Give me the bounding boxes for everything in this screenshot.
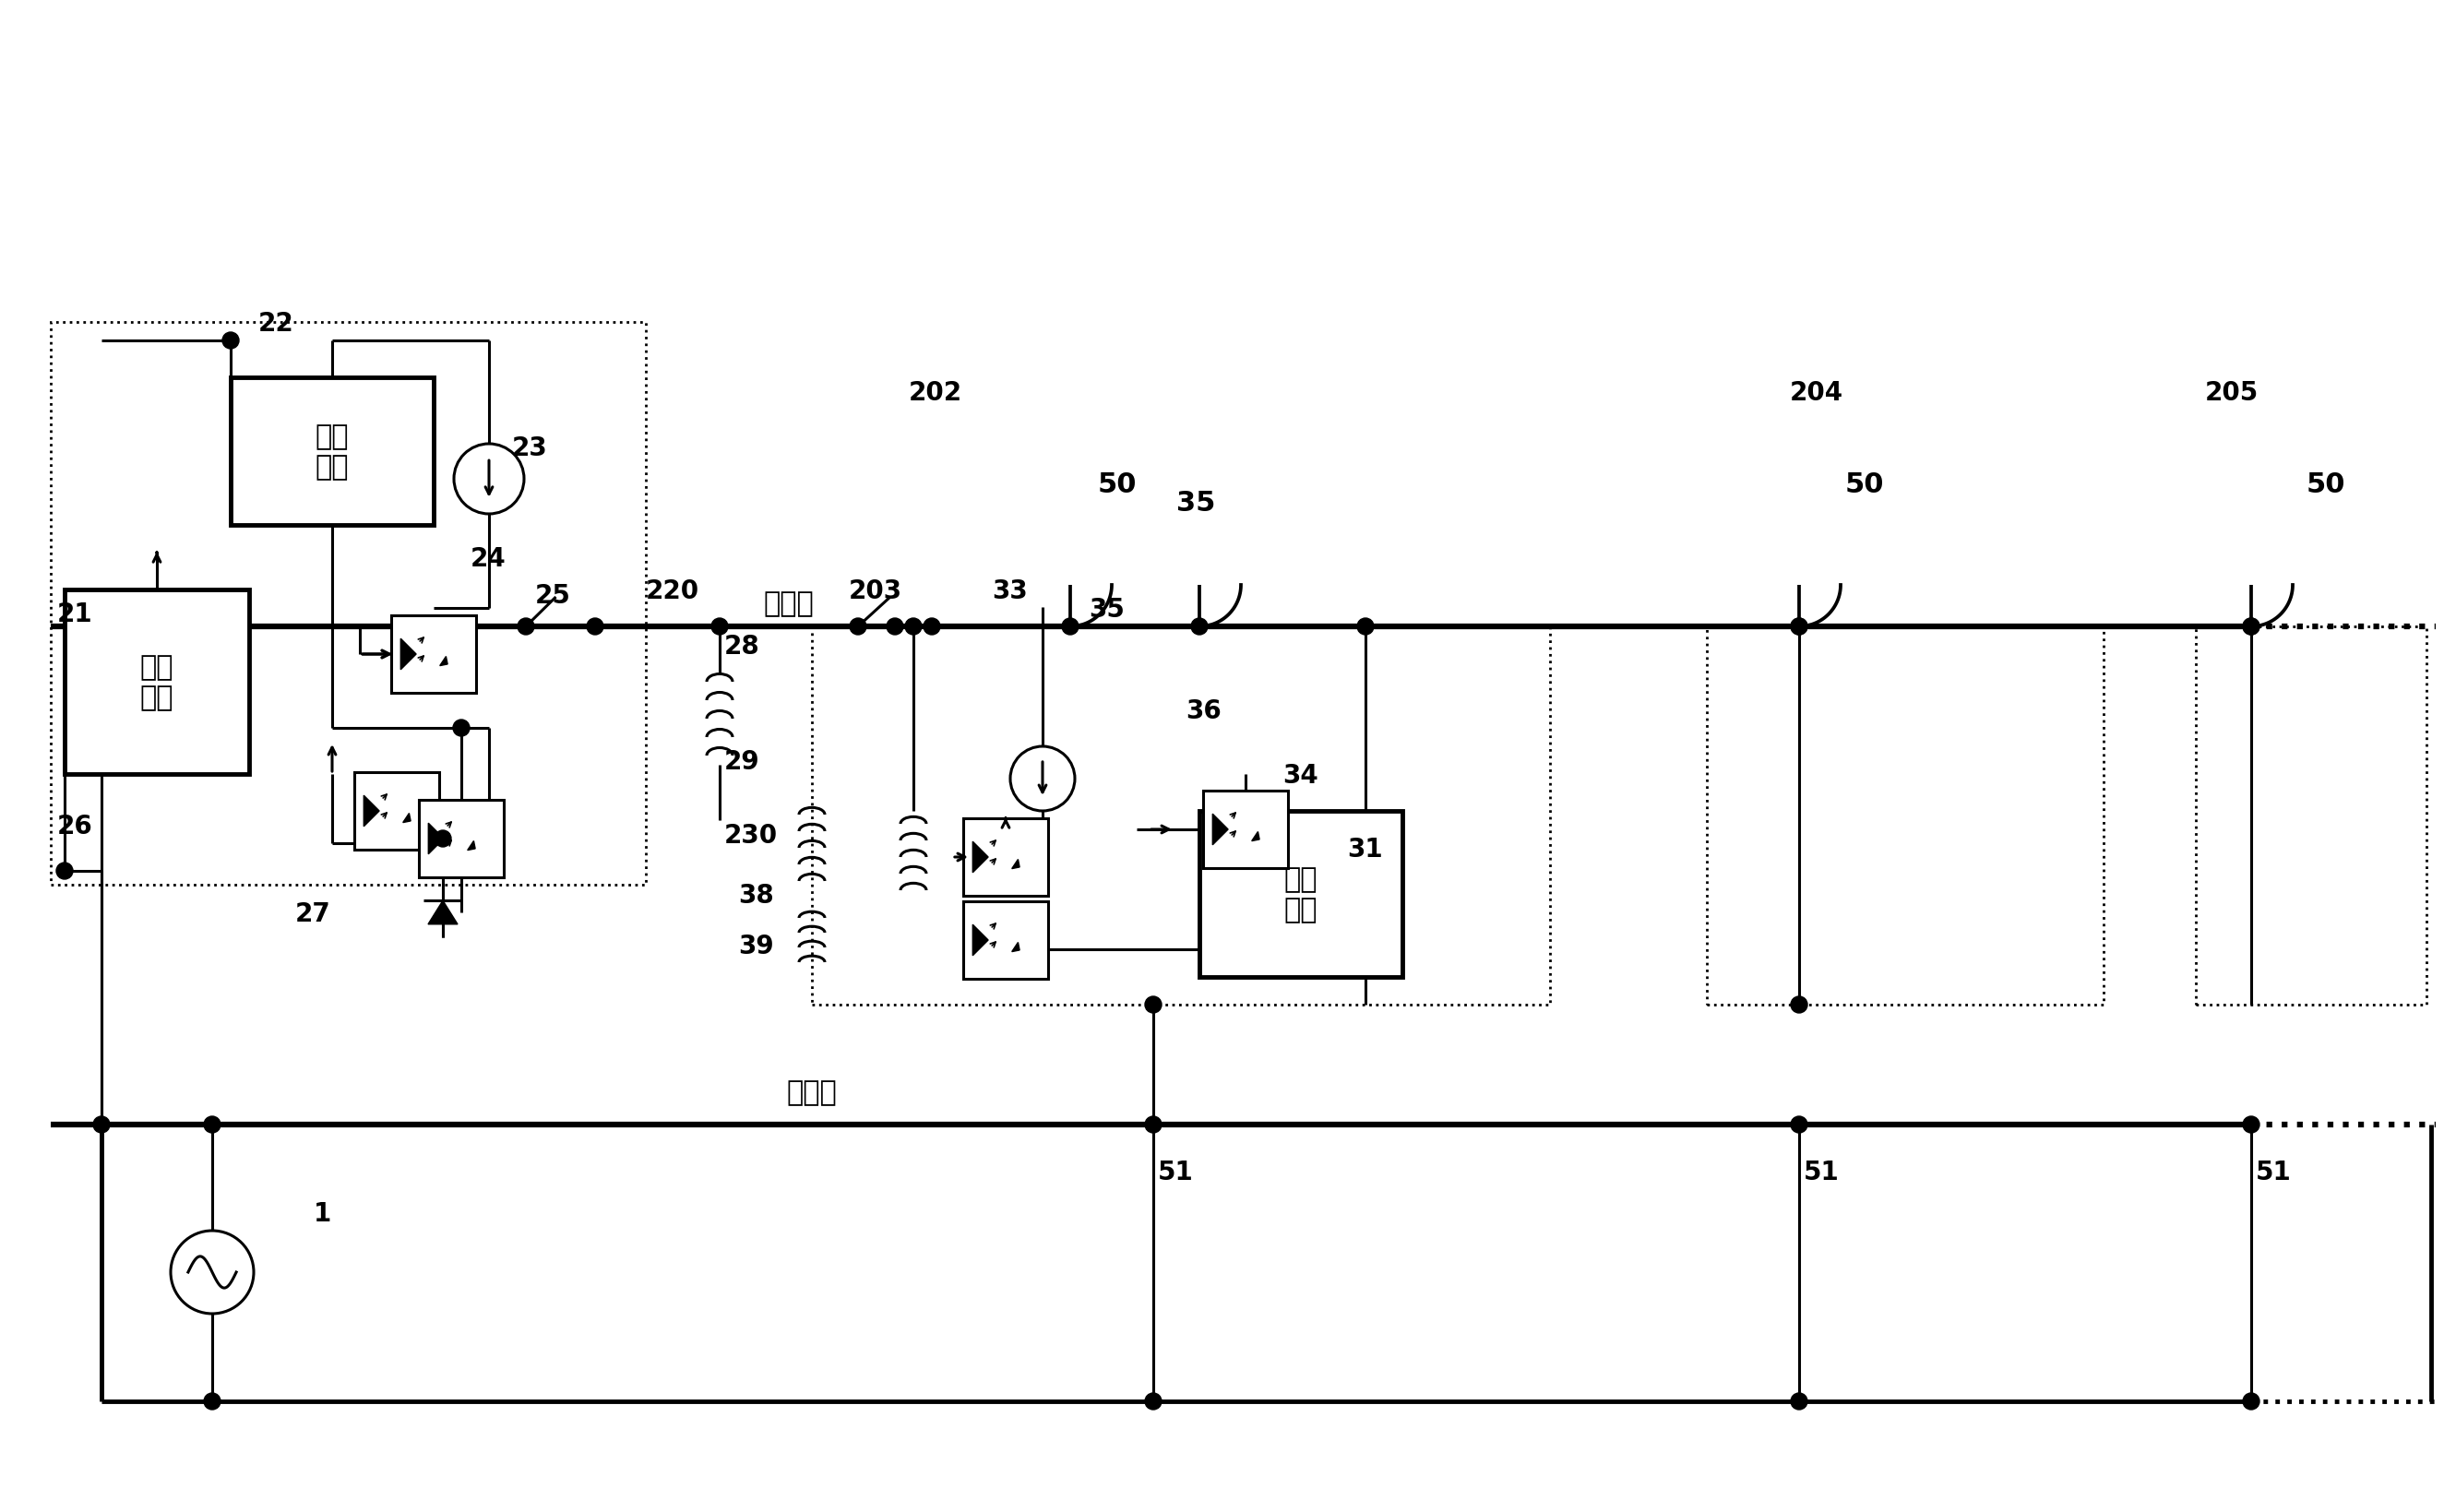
Circle shape xyxy=(2244,618,2258,635)
Polygon shape xyxy=(403,813,411,823)
Bar xyxy=(391,615,477,694)
Text: 28: 28 xyxy=(723,634,760,659)
Circle shape xyxy=(203,1116,220,1132)
Text: 35: 35 xyxy=(1088,597,1124,623)
Text: 26: 26 xyxy=(56,813,93,839)
Circle shape xyxy=(1009,747,1075,812)
Circle shape xyxy=(222,333,240,349)
Bar xyxy=(963,818,1048,897)
Text: 230: 230 xyxy=(723,823,777,848)
Text: 51: 51 xyxy=(2256,1158,2292,1185)
Text: 50: 50 xyxy=(2307,472,2346,497)
Text: 25: 25 xyxy=(535,582,572,608)
Polygon shape xyxy=(467,841,474,851)
Text: 35: 35 xyxy=(1176,490,1215,516)
Circle shape xyxy=(521,620,533,634)
Text: 50: 50 xyxy=(1845,472,1884,497)
Circle shape xyxy=(887,618,904,635)
Circle shape xyxy=(1791,996,1809,1013)
Polygon shape xyxy=(428,824,445,854)
Text: 24: 24 xyxy=(472,546,506,572)
Text: 控制
电路: 控制 电路 xyxy=(1283,865,1317,924)
Text: 通信线: 通信线 xyxy=(763,591,814,617)
Circle shape xyxy=(924,618,941,635)
Text: 29: 29 xyxy=(723,748,760,774)
Circle shape xyxy=(1063,618,1078,635)
Bar xyxy=(1200,812,1403,977)
Circle shape xyxy=(1356,618,1374,635)
Bar xyxy=(418,800,503,877)
Circle shape xyxy=(1791,1393,1809,1409)
Bar xyxy=(2195,627,2427,1005)
Polygon shape xyxy=(1012,942,1019,953)
Polygon shape xyxy=(1251,832,1259,841)
Text: 控制
电路: 控制 电路 xyxy=(139,653,174,711)
Polygon shape xyxy=(440,656,447,667)
Text: 共用线: 共用线 xyxy=(787,1080,838,1105)
Text: 205: 205 xyxy=(2204,380,2258,405)
Polygon shape xyxy=(1212,815,1227,845)
Text: 202: 202 xyxy=(909,380,963,405)
Polygon shape xyxy=(973,842,987,872)
Text: 直流
电源: 直流 电源 xyxy=(315,423,349,481)
Circle shape xyxy=(2244,1393,2258,1409)
Circle shape xyxy=(904,618,921,635)
Text: 51: 51 xyxy=(1804,1158,1840,1185)
Circle shape xyxy=(171,1231,254,1314)
Circle shape xyxy=(93,1116,110,1132)
Text: 36: 36 xyxy=(1185,699,1222,724)
Circle shape xyxy=(2244,618,2258,635)
Circle shape xyxy=(926,620,938,634)
Text: 34: 34 xyxy=(1283,762,1317,788)
Circle shape xyxy=(455,445,523,514)
Circle shape xyxy=(452,720,469,736)
Polygon shape xyxy=(364,795,379,827)
Bar xyxy=(64,590,249,774)
Bar xyxy=(811,627,1549,1005)
Circle shape xyxy=(589,620,601,634)
Circle shape xyxy=(587,618,604,635)
Text: 51: 51 xyxy=(1158,1158,1193,1185)
Bar xyxy=(1706,627,2104,1005)
Text: 1: 1 xyxy=(313,1201,332,1226)
Circle shape xyxy=(518,618,535,635)
Text: 22: 22 xyxy=(259,310,293,337)
Text: 39: 39 xyxy=(738,933,775,959)
Bar xyxy=(963,901,1048,980)
Text: 204: 204 xyxy=(1789,380,1843,405)
Circle shape xyxy=(56,863,73,880)
Text: 27: 27 xyxy=(296,901,330,927)
Text: 31: 31 xyxy=(1347,836,1383,862)
Bar xyxy=(230,378,433,526)
Circle shape xyxy=(1791,618,1809,635)
Text: 203: 203 xyxy=(848,578,902,603)
Circle shape xyxy=(1791,1116,1809,1132)
Bar xyxy=(1202,791,1288,868)
Circle shape xyxy=(1144,1116,1161,1132)
Text: 50: 50 xyxy=(1097,472,1136,497)
Circle shape xyxy=(1144,1393,1161,1409)
Polygon shape xyxy=(1012,860,1019,869)
Bar xyxy=(51,322,645,885)
Circle shape xyxy=(203,1393,220,1409)
Text: 38: 38 xyxy=(738,883,775,909)
Circle shape xyxy=(1190,618,1207,635)
Circle shape xyxy=(851,620,865,634)
Circle shape xyxy=(2244,1116,2258,1132)
Polygon shape xyxy=(973,925,987,956)
Circle shape xyxy=(711,618,728,635)
Circle shape xyxy=(1144,996,1161,1013)
Polygon shape xyxy=(428,901,457,924)
Text: 220: 220 xyxy=(645,578,699,603)
Circle shape xyxy=(1791,618,1809,635)
Circle shape xyxy=(851,618,865,635)
Text: 21: 21 xyxy=(56,602,93,627)
Polygon shape xyxy=(401,640,415,670)
Text: 23: 23 xyxy=(513,435,547,461)
Text: 33: 33 xyxy=(992,578,1026,603)
Circle shape xyxy=(435,830,452,847)
Bar xyxy=(354,773,440,850)
